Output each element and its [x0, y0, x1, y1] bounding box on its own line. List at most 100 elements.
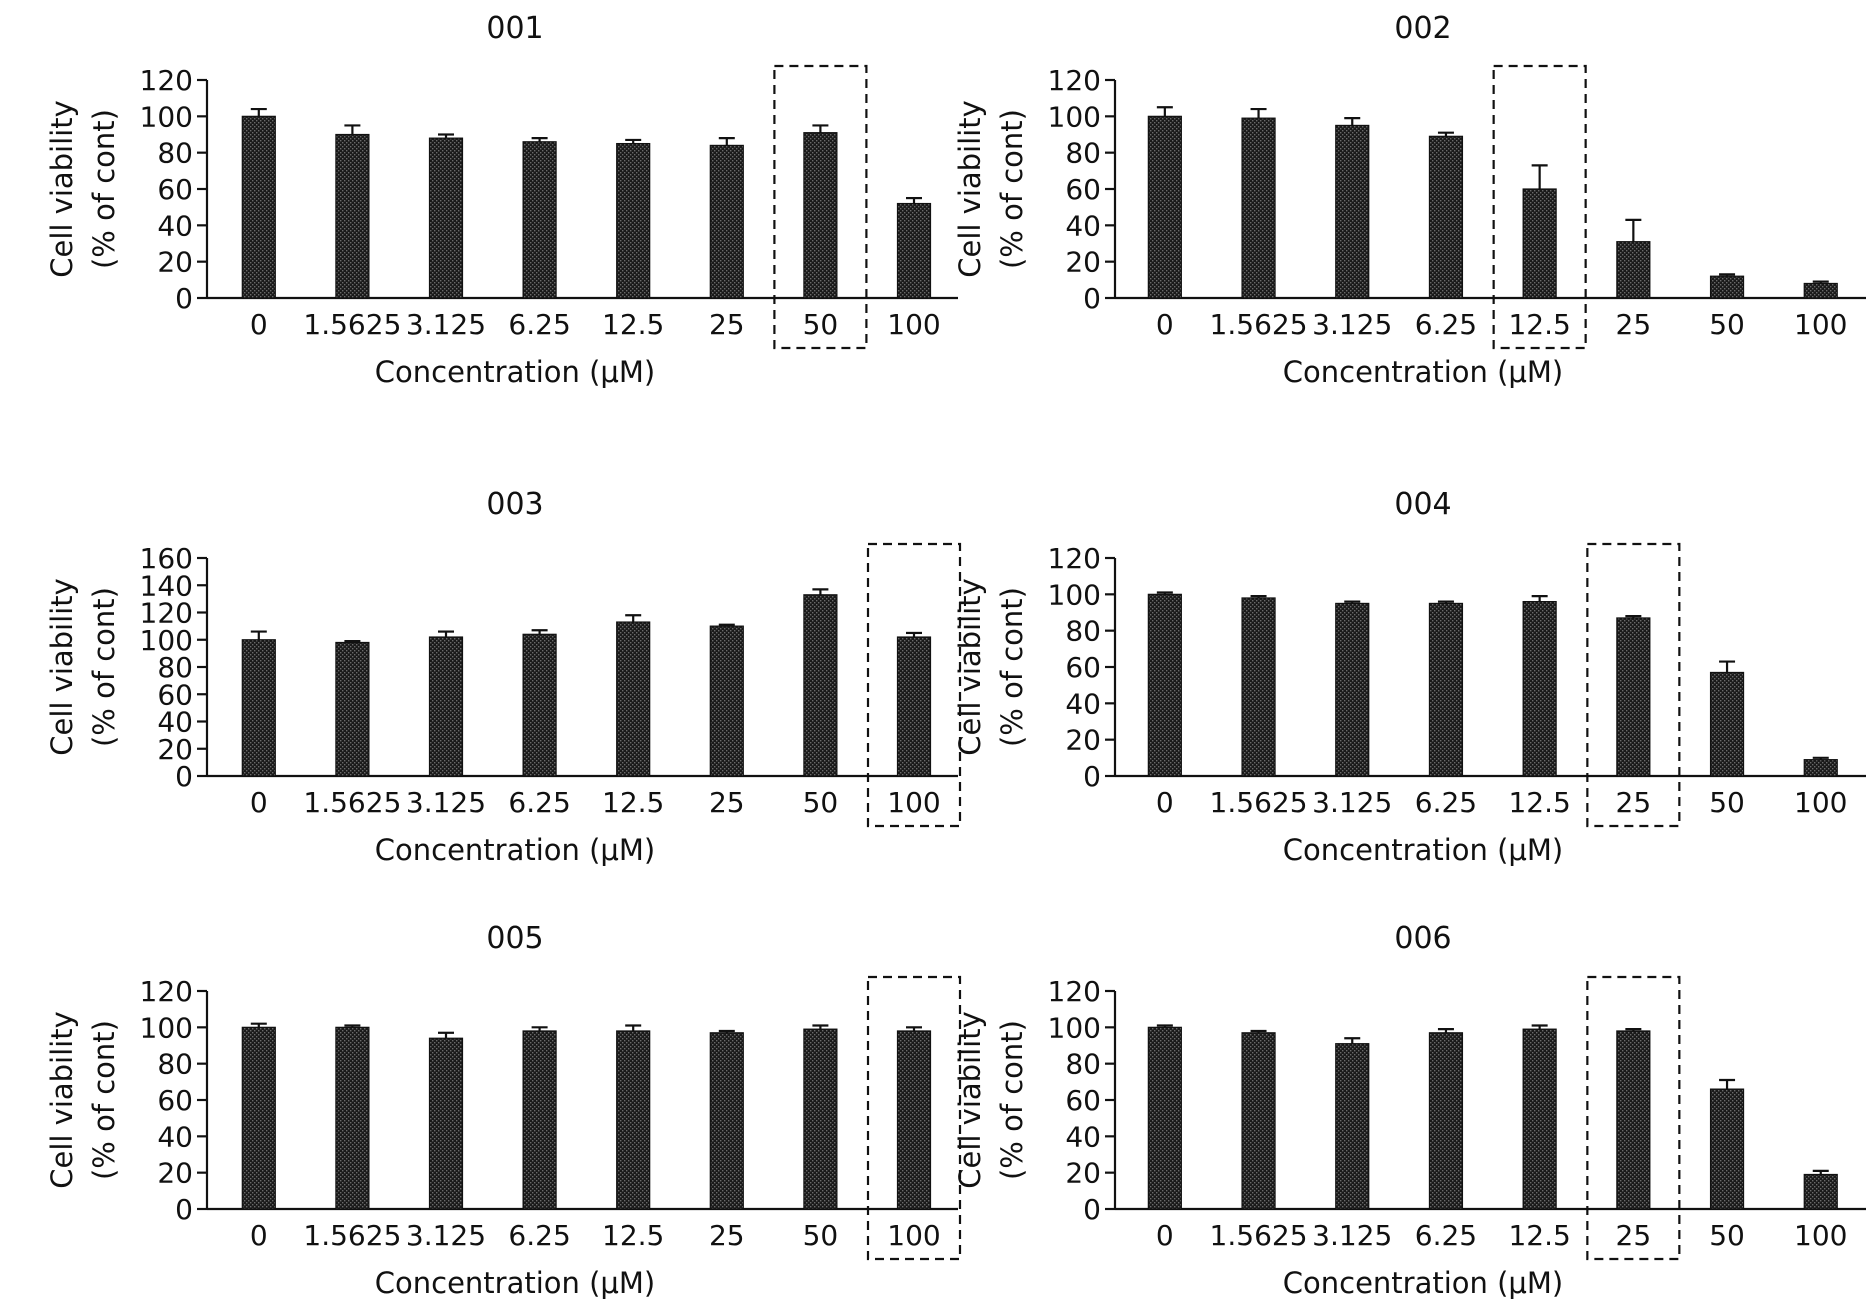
- y-tick-label: 40: [1065, 687, 1101, 720]
- x-tick-label: 6.25: [1415, 1219, 1477, 1252]
- bar-3.125: [428, 636, 464, 777]
- y-tick-label: 0: [175, 760, 193, 793]
- y-tick-label: 120: [140, 975, 193, 1008]
- highlight-box: [866, 975, 962, 1261]
- bar-12.5: [1522, 188, 1557, 299]
- bar-12.5: [616, 1030, 651, 1210]
- y-tick-label: 40: [157, 1120, 193, 1153]
- x-tick-label: 1.5625: [303, 786, 401, 819]
- y-tick-label: 100: [1048, 578, 1101, 611]
- bar-1.5625: [335, 1026, 370, 1210]
- y-tick-label: 100: [140, 100, 193, 133]
- bar-1.5625: [1241, 1032, 1276, 1210]
- chart-title: 006: [1394, 921, 1451, 956]
- x-tick-label: 100: [1794, 1219, 1847, 1252]
- bar-1.5625: [335, 133, 370, 299]
- x-tick-label: 50: [803, 1219, 839, 1252]
- chart-title: 002: [1394, 11, 1451, 46]
- chart-title: 005: [486, 921, 543, 956]
- y-axis-label-line2: (% of cont): [995, 109, 1029, 269]
- x-tick-label: 100: [887, 786, 940, 819]
- y-axis-label-line2: (% of cont): [995, 1020, 1029, 1180]
- y-tick-label: 120: [1048, 975, 1101, 1008]
- bar-0: [1147, 1026, 1182, 1210]
- bar-0: [1147, 593, 1182, 777]
- y-tick-label: 60: [1065, 1084, 1101, 1117]
- bar-100: [896, 636, 932, 777]
- y-tick-label: 140: [140, 569, 193, 602]
- x-axis-label: Concentration (μM): [1283, 355, 1563, 389]
- x-tick-label: 1.5625: [303, 308, 401, 341]
- bar-1.5625: [1241, 117, 1276, 299]
- bar-3.125: [428, 1037, 464, 1210]
- x-tick-label: 6.25: [508, 786, 570, 819]
- highlight-box: [1586, 542, 1681, 828]
- y-tick-label: 20: [157, 246, 193, 279]
- x-tick-label: 50: [1709, 786, 1745, 819]
- chart-title: 001: [486, 11, 543, 46]
- y-tick-label: 100: [140, 624, 193, 657]
- y-tick-label: 80: [157, 651, 193, 684]
- y-tick-label: 100: [140, 1011, 193, 1044]
- x-tick-label: 3.125: [1312, 786, 1392, 819]
- bar-12.5: [1522, 1028, 1557, 1210]
- bar-100: [1803, 1173, 1838, 1210]
- x-tick-label: 100: [887, 308, 940, 341]
- y-tick-label: 40: [157, 209, 193, 242]
- bar-3.125: [428, 137, 464, 299]
- y-axis-label-line2: (% of cont): [87, 1020, 121, 1180]
- highlight-box: [866, 542, 962, 828]
- bar-50: [1709, 671, 1745, 777]
- chart-title: 003: [486, 487, 543, 522]
- x-tick-label: 6.25: [1415, 308, 1477, 341]
- bar-25: [709, 1032, 744, 1210]
- x-tick-label: 3.125: [406, 308, 486, 341]
- y-tick-label: 100: [1048, 100, 1101, 133]
- y-tick-label: 60: [157, 1084, 193, 1117]
- x-axis-label: Concentration (μM): [375, 833, 655, 867]
- bar-50: [803, 594, 838, 777]
- x-tick-label: 25: [709, 1219, 745, 1252]
- x-axis-label: Concentration (μM): [375, 1266, 655, 1300]
- bar-25: [1616, 617, 1651, 777]
- x-tick-label: 100: [887, 1219, 940, 1252]
- bar-0: [241, 1026, 276, 1210]
- bar-12.5: [1522, 600, 1557, 777]
- bar-6.25: [1428, 1032, 1464, 1210]
- bar-0: [241, 639, 276, 777]
- y-tick-label: 40: [1065, 1120, 1101, 1153]
- y-tick-label: 60: [157, 678, 193, 711]
- y-tick-label: 0: [175, 282, 193, 315]
- y-tick-label: 40: [1065, 209, 1101, 242]
- bar-25: [709, 144, 744, 299]
- y-axis-label-line1: Cell viability: [45, 578, 79, 756]
- x-tick-label: 12.5: [1508, 786, 1570, 819]
- x-axis-label: Concentration (μM): [375, 355, 655, 389]
- y-tick-label: 120: [1048, 542, 1101, 575]
- x-tick-label: 50: [803, 308, 839, 341]
- y-tick-label: 0: [1083, 760, 1101, 793]
- y-tick-label: 80: [1065, 1048, 1101, 1081]
- y-tick-label: 80: [157, 1048, 193, 1081]
- x-tick-label: 1.5625: [1210, 1219, 1308, 1252]
- bar-25: [1616, 241, 1651, 299]
- y-tick-label: 120: [140, 597, 193, 630]
- bar-3.125: [1335, 602, 1370, 777]
- y-axis-label-line2: (% of cont): [995, 587, 1029, 747]
- bar-50: [1709, 275, 1745, 299]
- x-tick-label: 50: [1709, 1219, 1745, 1252]
- bar-6.25: [522, 633, 557, 777]
- x-tick-label: 100: [1794, 786, 1847, 819]
- x-tick-label: 25: [709, 308, 745, 341]
- y-tick-label: 20: [157, 1157, 193, 1190]
- y-axis-label-line2: (% of cont): [87, 587, 121, 747]
- x-tick-label: 12.5: [602, 1219, 664, 1252]
- bar-6.25: [1428, 135, 1464, 299]
- bar-6.25: [1428, 602, 1464, 777]
